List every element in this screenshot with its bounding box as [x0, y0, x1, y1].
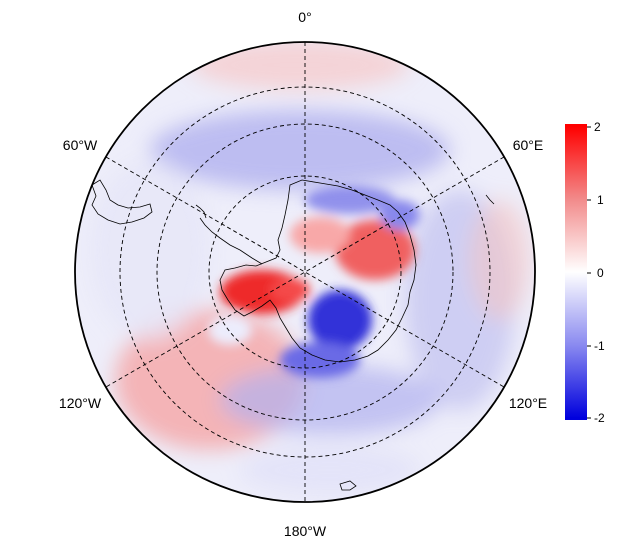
- colorbar-top-cap: [565, 124, 587, 127]
- lon-label-bottom: 180°W: [284, 523, 327, 539]
- anomaly-region-east-antarctica: [335, 220, 415, 280]
- anomaly-region-ab-sea: [208, 315, 252, 345]
- lon-label-upper-left: 60°W: [63, 137, 98, 153]
- kerguelen-island: [485, 194, 495, 205]
- map-boundary: [74, 41, 536, 503]
- anomaly-region-top-edge: [190, 42, 410, 90]
- lon-label-top: 0°: [298, 9, 311, 25]
- anomaly-region-atlantic-ring: [150, 110, 450, 190]
- coastlines: [91, 179, 495, 491]
- anomaly-region-dml-pink: [290, 217, 350, 253]
- anomaly-region-pacific-ring: [220, 365, 440, 435]
- colorbar-tick-label-1: 1: [597, 193, 604, 207]
- anomaly-region-southwest-light: [90, 160, 210, 340]
- anomaly-field: [75, 42, 535, 502]
- south-georgia: [195, 204, 207, 219]
- anomaly-region-ross-blue: [280, 342, 360, 378]
- anomaly-region-weddell-inner: [270, 278, 310, 302]
- colorbar-bottom-cap: [565, 417, 587, 420]
- anomaly-region-wilkes: [308, 290, 372, 350]
- new-zealand-islands: [339, 480, 357, 491]
- anomaly-region-bottom: [240, 445, 420, 495]
- colorbar-tick-label-m1: -1: [594, 339, 605, 353]
- antarctic-peninsula: [199, 217, 263, 265]
- lon-label-lower-right: 120°E: [509, 395, 547, 411]
- anomaly-region-east-pink: [470, 200, 530, 320]
- graticule: [105, 42, 505, 502]
- colorbar: 2 1 0 -1 -2: [565, 120, 605, 425]
- lon-label-upper-right: 60°E: [513, 137, 544, 153]
- colorbar-tick-label-2: 2: [594, 120, 601, 134]
- longitude-labels: 0° 60°W 60°E 120°W 120°E 180°W: [59, 9, 547, 539]
- colorbar-tick-label-0: 0: [597, 266, 604, 280]
- lon-label-lower-left: 120°W: [59, 395, 102, 411]
- south-america-tip: [91, 179, 153, 225]
- anomaly-region-dml-coast: [305, 186, 395, 214]
- antarctica-coastline: [219, 179, 417, 363]
- colorbar-tick-label-m2: -2: [594, 411, 605, 425]
- colorbar-gradient: [565, 126, 587, 418]
